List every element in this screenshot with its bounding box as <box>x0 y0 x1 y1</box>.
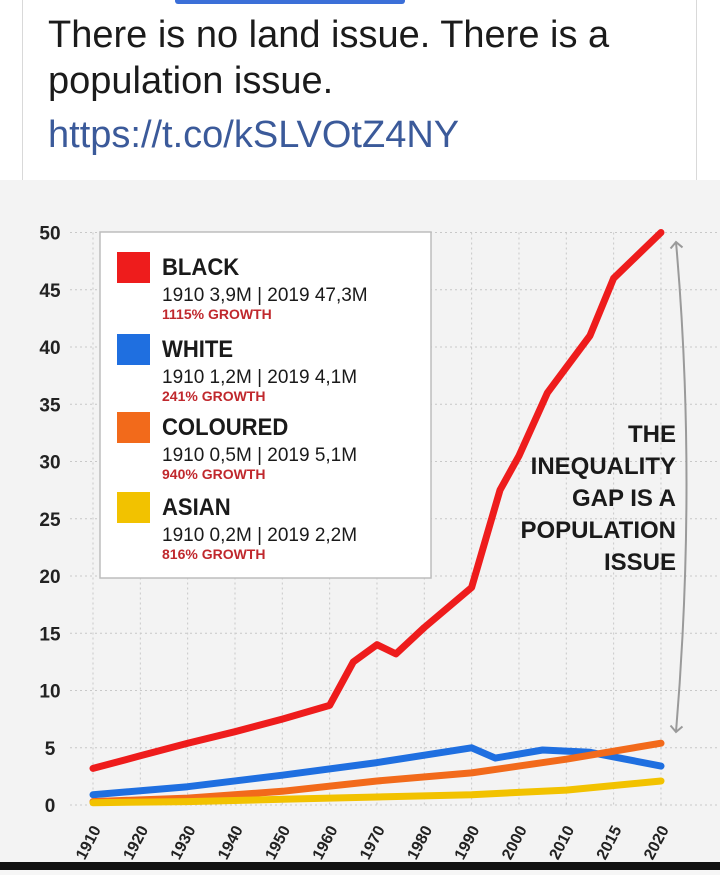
legend-swatch-black <box>117 252 150 283</box>
legend-name-coloured: COLOURED <box>162 413 288 440</box>
x-tick-label: 2015 <box>594 823 626 862</box>
right-divider <box>696 0 697 180</box>
population-chart: 0 5 10 15 20 25 30 35 40 45 50 1910 1920 1930 1940 1950… <box>0 180 720 870</box>
legend-box <box>99 231 432 579</box>
legend-growth-white: 241% GROWTH <box>162 388 265 404</box>
annotation-line: POPULATION <box>520 517 676 544</box>
series-line-white <box>89 744 665 799</box>
y-tick-label: 5 <box>45 739 56 760</box>
series-line-black <box>89 229 665 772</box>
legend-growth-asian: 816% GROWTH <box>162 546 265 562</box>
y-tick-label: 10 <box>39 682 60 703</box>
y-tick-label: 35 <box>39 395 61 416</box>
y-tick-label: 30 <box>39 453 60 474</box>
y-tick-label: 20 <box>39 567 60 588</box>
bottom-bar <box>0 862 720 870</box>
x-tick-label: 2000 <box>499 823 531 862</box>
annotation-line: INEQUALITY <box>531 453 676 480</box>
x-tick-label: 1910 <box>73 823 105 862</box>
annotation-line: THE <box>628 421 676 448</box>
legend-stats-asian: 1910 0,2M | 2019 2,2M <box>162 525 357 546</box>
y-tick-label: 50 <box>39 224 60 245</box>
y-tick-label: 15 <box>39 624 61 645</box>
legend-growth-coloured: 940% GROWTH <box>162 466 265 482</box>
x-tick-label: 1980 <box>404 823 436 862</box>
legend-stats-white: 1910 1,2M | 2019 4,1M <box>162 367 357 388</box>
x-tick-label: 1960 <box>310 823 342 862</box>
left-divider <box>22 0 23 180</box>
x-tick-label: 1990 <box>452 823 484 862</box>
y-tick-label: 45 <box>39 281 61 302</box>
annotation-line: ISSUE <box>604 549 676 576</box>
legend-stats-black: 1910 3,9M | 2019 47,3M <box>162 285 368 306</box>
x-tick-label: 1920 <box>120 823 152 862</box>
tweet-text: There is no land issue. There is a popul… <box>48 14 610 102</box>
annotation-line: GAP IS A <box>572 485 676 512</box>
legend-name-white: WHITE <box>162 335 233 362</box>
x-tick-label: 1970 <box>357 823 389 862</box>
legend-name-black: BLACK <box>162 253 240 280</box>
legend-swatch-asian <box>117 492 150 523</box>
gap-arrow <box>669 240 688 734</box>
series-line-asian <box>89 777 665 807</box>
legend-growth-black: 1115% GROWTH <box>162 306 272 322</box>
y-tick-label: 0 <box>45 796 56 817</box>
y-tick-label: 25 <box>39 510 61 531</box>
legend-name-asian: ASIAN <box>162 493 231 520</box>
legend-swatch-coloured <box>117 412 150 443</box>
y-tick-label: 40 <box>39 338 60 359</box>
x-tick-label: 1940 <box>215 823 247 862</box>
chart-svg: 0 5 10 15 20 25 30 35 40 45 50 1910 1920 1930 1940 1950… <box>39 224 720 863</box>
legend-swatch-white <box>117 334 150 365</box>
tweet-link[interactable]: https://t.co/kSLVOtZ4NY <box>48 114 460 156</box>
tweet-header: There is no land issue. There is a popul… <box>0 0 720 180</box>
x-tick-label: 2010 <box>546 823 578 862</box>
header-accent-bar <box>175 0 405 4</box>
x-tick-label: 1950 <box>262 823 294 862</box>
x-tick-label: 1930 <box>168 823 200 862</box>
legend-stats-coloured: 1910 0,5M | 2019 5,1M <box>162 445 357 466</box>
x-tick-label: 2020 <box>641 823 673 862</box>
